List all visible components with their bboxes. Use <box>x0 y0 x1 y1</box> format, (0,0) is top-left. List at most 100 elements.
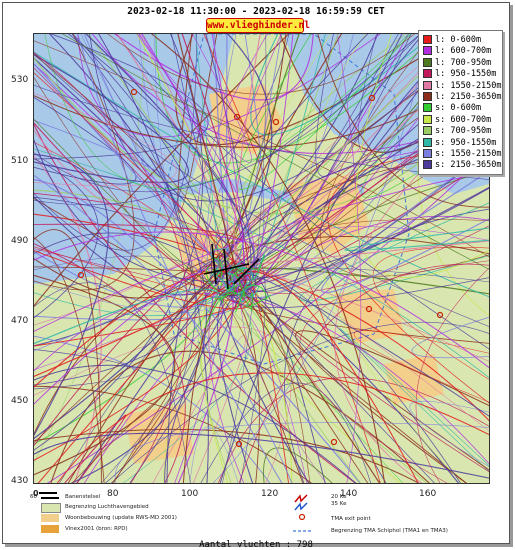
legend-swatch <box>423 35 432 44</box>
legend-swatch <box>423 137 432 147</box>
flight-track <box>34 34 453 326</box>
flight-track <box>252 255 266 280</box>
y-tick-label: 510 <box>11 156 29 166</box>
flight-track <box>115 422 489 483</box>
flight-track <box>61 34 489 270</box>
map-key: 0 60 Banenstelsel Begrenzing Luchth <box>30 489 488 539</box>
track-canvas <box>34 34 489 483</box>
flight-track <box>77 34 283 483</box>
flight-track <box>235 266 362 483</box>
flight-track <box>238 256 266 483</box>
flight-track <box>34 172 489 332</box>
legend-item: s: 600-700m <box>423 114 491 126</box>
legend-swatch <box>423 57 432 67</box>
flight-track <box>34 236 489 436</box>
legend-swatch <box>423 149 432 158</box>
legend-item: s: 0-600m <box>423 103 481 114</box>
flight-track <box>212 34 432 483</box>
flight-track <box>200 272 243 483</box>
legend-label: l: 1550-2150m <box>435 80 502 91</box>
y-tick-label: 490 <box>11 236 29 246</box>
flight-track <box>355 34 489 278</box>
flight-track <box>34 250 254 310</box>
tma-exit-label: TMA exit point <box>331 516 371 522</box>
tma-exit-points <box>77 88 444 448</box>
flight-track <box>177 34 246 296</box>
flight-track <box>34 34 421 193</box>
flight-track <box>238 263 489 483</box>
flight-track <box>240 34 354 288</box>
legend-swatch <box>423 114 432 124</box>
vinex-swatch <box>41 525 59 533</box>
flight-track <box>234 268 259 275</box>
flight-count: Aantal vluchten : 798 <box>199 540 313 550</box>
flight-track <box>34 231 489 369</box>
flight-track <box>56 372 489 483</box>
flight-track <box>216 290 230 300</box>
flight-track <box>34 282 191 483</box>
flight-track <box>239 281 249 303</box>
x-tick-label: 160 <box>419 489 437 499</box>
y-tick-label: 470 <box>11 316 29 326</box>
legend-item: l: 700-950m <box>423 57 492 69</box>
legend-swatch <box>423 46 432 56</box>
site-badge[interactable]: www.vlieghinder.nl <box>206 18 310 33</box>
flight-track <box>239 267 254 275</box>
flight-track <box>34 274 176 476</box>
x-tick-label: 140 <box>340 489 358 499</box>
flight-track <box>193 296 219 306</box>
flight-track <box>34 141 224 270</box>
flight-track <box>34 52 489 327</box>
flight-track <box>246 294 272 308</box>
flight-track <box>136 34 252 163</box>
flight-track <box>256 34 422 162</box>
x-tick-label: 60 <box>30 494 37 500</box>
runway-system <box>203 243 260 290</box>
y-tick-label: 430 <box>11 476 29 486</box>
legend-swatch <box>423 126 432 136</box>
flight-track <box>372 247 489 380</box>
time-range-title: 2023-02-18 11:30:00 - 2023-02-18 16:59:5… <box>127 6 385 17</box>
flight-track <box>315 34 412 177</box>
flight-track <box>154 34 224 292</box>
flight-track <box>34 364 357 483</box>
legend-label: s: 950-1550m <box>435 137 497 148</box>
flight-track <box>241 158 489 286</box>
flight-track <box>34 385 312 483</box>
flight-track <box>237 240 489 267</box>
y-tick-label: 530 <box>11 75 29 85</box>
airport-area-label: Begrenzing Luchthavengebied <box>65 504 149 510</box>
flight-track-map[interactable] <box>33 33 490 484</box>
legend-label: l: 600-700m <box>435 46 492 57</box>
flight-track <box>34 148 489 379</box>
flight-track <box>211 34 245 261</box>
flight-track <box>34 335 271 483</box>
legend-item: s: 700-950m <box>423 126 491 137</box>
legend-swatch <box>423 103 432 113</box>
legend-swatch <box>423 92 432 101</box>
legend-item: l: 2150-3650m <box>423 92 502 103</box>
legend-label: s: 2150-3650m <box>435 160 502 171</box>
flight-track <box>71 392 172 483</box>
flight-track <box>411 316 489 359</box>
x-tick-label: 120 <box>261 489 279 499</box>
flight-track <box>34 288 220 345</box>
flight-track <box>219 292 237 299</box>
flight-track <box>34 229 102 483</box>
flight-track <box>222 34 267 483</box>
flight-track <box>241 149 489 292</box>
x-tick-label: 100 <box>181 489 199 499</box>
flight-track <box>34 34 290 206</box>
legend-label: s: 700-950m <box>435 126 492 137</box>
legend-label: l: 700-950m <box>435 57 492 68</box>
flight-track <box>243 268 289 483</box>
flight-track <box>34 232 387 483</box>
legend-swatch <box>423 69 432 79</box>
ke-20-label: 20 Ke <box>331 494 347 500</box>
flight-track <box>321 150 489 294</box>
flight-track <box>34 34 209 160</box>
legend-label: l: 0-600m <box>435 35 482 45</box>
flight-track <box>309 34 464 483</box>
flight-track <box>34 34 290 307</box>
